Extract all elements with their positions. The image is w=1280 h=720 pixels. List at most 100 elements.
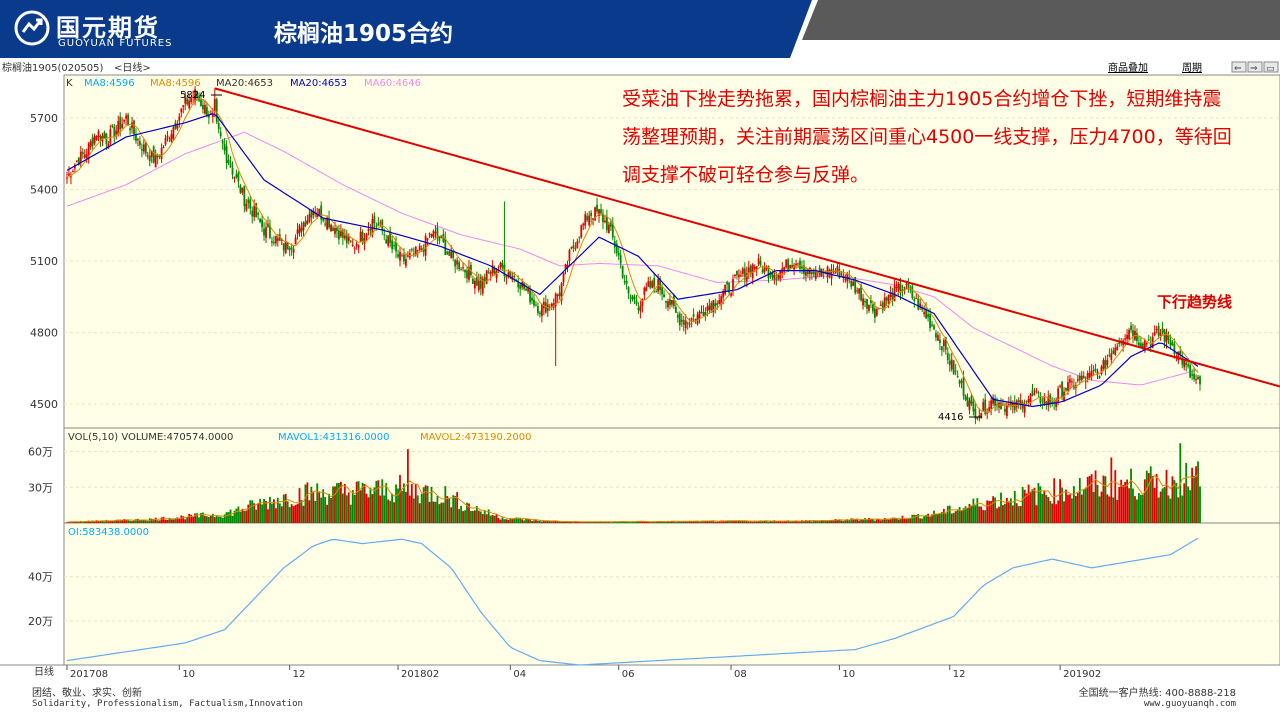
candle-body — [710, 303, 713, 311]
overlay-button[interactable]: 商品叠加 — [1108, 61, 1148, 74]
candle-body — [604, 220, 606, 223]
volume-bar — [535, 519, 537, 523]
volume-bar — [152, 519, 155, 523]
volume-bar — [261, 504, 263, 523]
candle-body — [1004, 408, 1006, 412]
volume-bar — [777, 521, 780, 523]
volume-bar — [1031, 489, 1034, 523]
candle-body — [970, 396, 973, 404]
volume-bar — [641, 521, 644, 523]
period-button[interactable]: 周期 — [1182, 62, 1202, 74]
candle-body — [420, 248, 423, 250]
volume-bar — [696, 520, 699, 523]
candlesticks — [66, 86, 1201, 425]
candle-body — [178, 116, 181, 121]
volume-bar — [501, 517, 504, 523]
volume-bar — [235, 508, 238, 523]
volume-bar — [198, 517, 200, 523]
volume-bar — [462, 511, 464, 523]
volume-bar — [491, 514, 494, 523]
candle-body — [219, 132, 222, 137]
volume-bar — [747, 521, 750, 523]
candle-body — [462, 267, 464, 269]
candle-body — [686, 322, 689, 324]
volume-bar — [671, 520, 673, 523]
candle-body — [464, 269, 466, 273]
volume-bar — [495, 514, 498, 523]
volume-bar — [371, 494, 374, 523]
candle-body — [499, 262, 502, 267]
volume-bar — [164, 519, 167, 523]
volume-bar — [578, 522, 581, 523]
volume-bar — [604, 521, 606, 523]
volume-bar — [1104, 476, 1107, 523]
candle-body — [245, 203, 248, 211]
candle-body — [379, 222, 382, 224]
candle-body — [72, 171, 74, 173]
candle-body — [140, 148, 143, 151]
candle-body — [885, 297, 888, 301]
volume-bar — [182, 516, 185, 523]
volume-bar — [206, 516, 208, 523]
legend-mavol1: MAVOL1:431316.0000 — [278, 432, 389, 443]
candle-body — [669, 299, 671, 306]
candle-body — [1100, 366, 1103, 374]
volume-bar — [314, 500, 317, 523]
candle-body — [1104, 360, 1107, 369]
candle-body — [247, 199, 250, 204]
volume-bar — [942, 508, 945, 523]
candle-body — [304, 221, 307, 227]
candle-body — [491, 265, 494, 273]
candle-body — [889, 292, 892, 297]
volume-bar — [505, 519, 508, 523]
candle-body — [221, 140, 224, 144]
volume-bar — [81, 521, 84, 523]
nav-arrows[interactable]: ⇐ ⇒ ▭ — [1231, 61, 1279, 74]
contract-label: 棕榈油1905(020505) — [2, 61, 104, 74]
legend-mavol2: MAVOL2:473190.2000 — [420, 432, 531, 443]
candle-body — [598, 209, 600, 216]
volume-bar — [170, 519, 173, 523]
candle-body — [570, 247, 573, 249]
volume-bar — [659, 521, 662, 523]
candle-body — [805, 271, 807, 276]
volume-bar — [330, 497, 332, 523]
volume-bar — [387, 499, 390, 523]
candle-body — [1183, 359, 1186, 368]
candle-body — [373, 216, 376, 224]
candle-body — [1027, 398, 1030, 403]
candle-body — [424, 235, 427, 256]
candle-body — [672, 295, 675, 307]
candle-body — [633, 296, 636, 300]
candle-body — [1108, 355, 1111, 357]
volume-bar — [473, 510, 476, 523]
candle-body — [361, 231, 364, 241]
volume-bar — [1153, 487, 1156, 523]
ma20-line — [66, 113, 1199, 408]
candle-body — [801, 266, 803, 269]
volume-bar — [944, 513, 947, 523]
candle-body — [401, 255, 403, 257]
volume-bar — [905, 519, 908, 523]
volume-bar — [284, 493, 287, 523]
volume-bar — [241, 508, 244, 523]
candle-body — [237, 172, 240, 182]
candle-body — [180, 108, 183, 113]
volume-bar — [684, 521, 687, 523]
volume-bar — [881, 519, 884, 523]
volume-bar — [1189, 490, 1192, 523]
candle-body — [765, 267, 768, 269]
x-axis: 201708 10 12 201802 04 06 08 10 12 201902 — [66, 665, 1101, 680]
candle-body — [875, 309, 878, 316]
volume-bar — [917, 513, 920, 523]
volume-bar — [1100, 491, 1103, 523]
candle-body — [1094, 368, 1097, 371]
candle-body — [600, 209, 602, 214]
candle-body — [897, 283, 900, 291]
volume-bar — [1053, 478, 1056, 523]
volume-bar — [556, 521, 559, 523]
volume-bar — [1080, 494, 1083, 523]
candle-body — [343, 235, 346, 239]
volume-bar — [948, 505, 951, 523]
volume-bar — [816, 520, 819, 523]
